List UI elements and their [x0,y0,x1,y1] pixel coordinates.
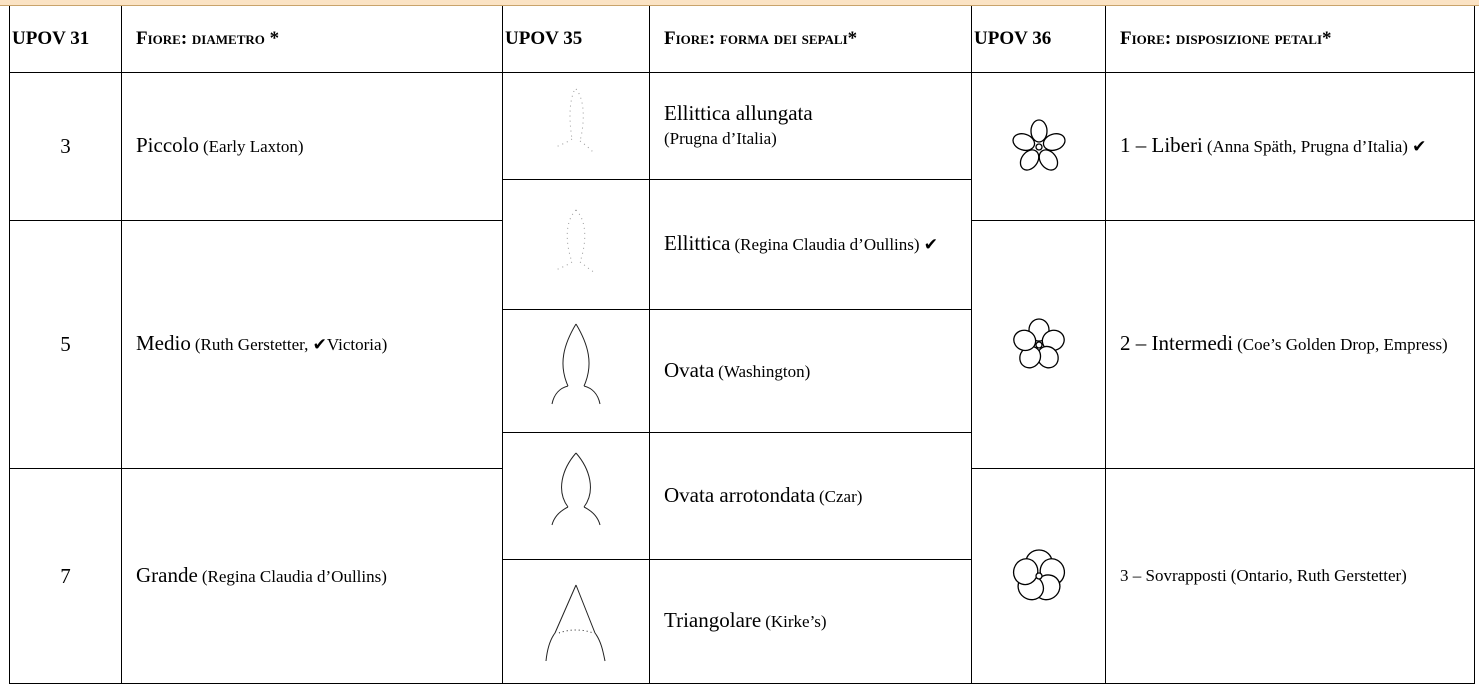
note: (Kirke’s) [765,612,827,631]
image-cell [503,73,650,180]
note: (Ruth Gerstetter, ✔Victoria) [194,335,388,354]
image-cell [972,221,1106,469]
image-cell [503,433,650,560]
flower-icon [1011,118,1066,171]
note: (Prugna d’Italia) [664,128,777,148]
sepal-drawing [551,323,601,405]
name: Ellittica allungata [664,100,813,125]
top-band [0,0,1479,6]
image-cell [972,469,1106,684]
code-cell: 7 [9,469,122,684]
note: (Anna Späth, Prugna d’Italia) ✔ [1206,137,1427,156]
name: Piccolo [136,133,199,157]
name: Grande [136,562,198,587]
note: (Early Laxton) [203,137,304,156]
name: Ellittica [664,231,731,255]
image-cell [972,73,1106,221]
header-cell: Fiore: diametro * [122,6,503,73]
name: 3 – Sovrapposti [1120,566,1227,585]
header-text: UPOV 36 [974,28,1052,49]
text-cell: 3 – Sovrapposti (Ontario, Ruth Gerstette… [1106,469,1475,684]
note: (Czar) [819,486,863,506]
flower-icon [1012,549,1065,601]
name: Medio [136,331,191,355]
name: Triangolare [664,608,762,632]
note: (Ontario, Ruth Gerstetter) [1230,566,1407,585]
text-cell: Piccolo (Early Laxton) [122,73,503,221]
header-text: Fiore: forma dei sepali* [664,28,858,49]
header-text: UPOV 31 [12,28,90,49]
code: 7 [60,563,71,588]
header-cell: UPOV 31 [9,6,122,73]
name: 2 – Intermedi [1120,331,1234,355]
image-cell [503,560,650,684]
header-cell: Fiore: disposizione petali* [1106,6,1475,73]
name: Ovata [664,357,715,382]
text-cell: Ellittica allungata (Prugna d’Italia) [650,73,972,180]
text-cell: 2 – Intermedi (Coe’s Golden Drop, Empres… [1106,221,1475,469]
note: (Regina Claudia d’Oullins) [201,566,387,586]
header-cell: UPOV 36 [972,6,1106,73]
text-cell: Grande (Regina Claudia d’Oullins) [122,469,503,684]
note: (Regina Claudia d’Oullins) ✔ [734,235,939,254]
name: 1 – Liberi [1120,133,1203,157]
code: 5 [60,332,71,356]
sepal-drawing [555,88,595,154]
header-cell: Fiore: forma dei sepali* [650,6,972,73]
header-text: Fiore: disposizione petali* [1120,28,1332,49]
code-cell: 3 [9,73,122,221]
code-cell: 5 [9,221,122,469]
text-cell: 1 – Liberi (Anna Späth, Prugna d’Italia)… [1106,73,1475,221]
code: 3 [60,134,71,158]
name: Ovata arrotondata [664,482,816,507]
sepal-drawing [545,584,606,661]
text-cell: Ellittica (Regina Claudia d’Oullins) ✔ [650,180,972,310]
image-cell [503,180,650,310]
header-text: Fiore: diametro * [136,28,280,49]
sepal-drawing [555,209,595,272]
text-cell: Ovata arrotondata (Czar) [650,433,972,560]
header-cell: UPOV 35 [503,6,650,73]
header-text: UPOV 35 [505,28,583,49]
text-cell: Medio (Ruth Gerstetter, ✔Victoria) [122,221,503,469]
note: (Washington) [718,361,811,381]
text-cell: Ovata (Washington) [650,310,972,433]
flower-icon [1012,317,1065,368]
sepal-drawing [551,452,601,526]
text-cell: Triangolare (Kirke’s) [650,560,972,684]
note: (Coe’s Golden Drop, Empress) [1237,335,1448,354]
image-cell [503,310,650,433]
